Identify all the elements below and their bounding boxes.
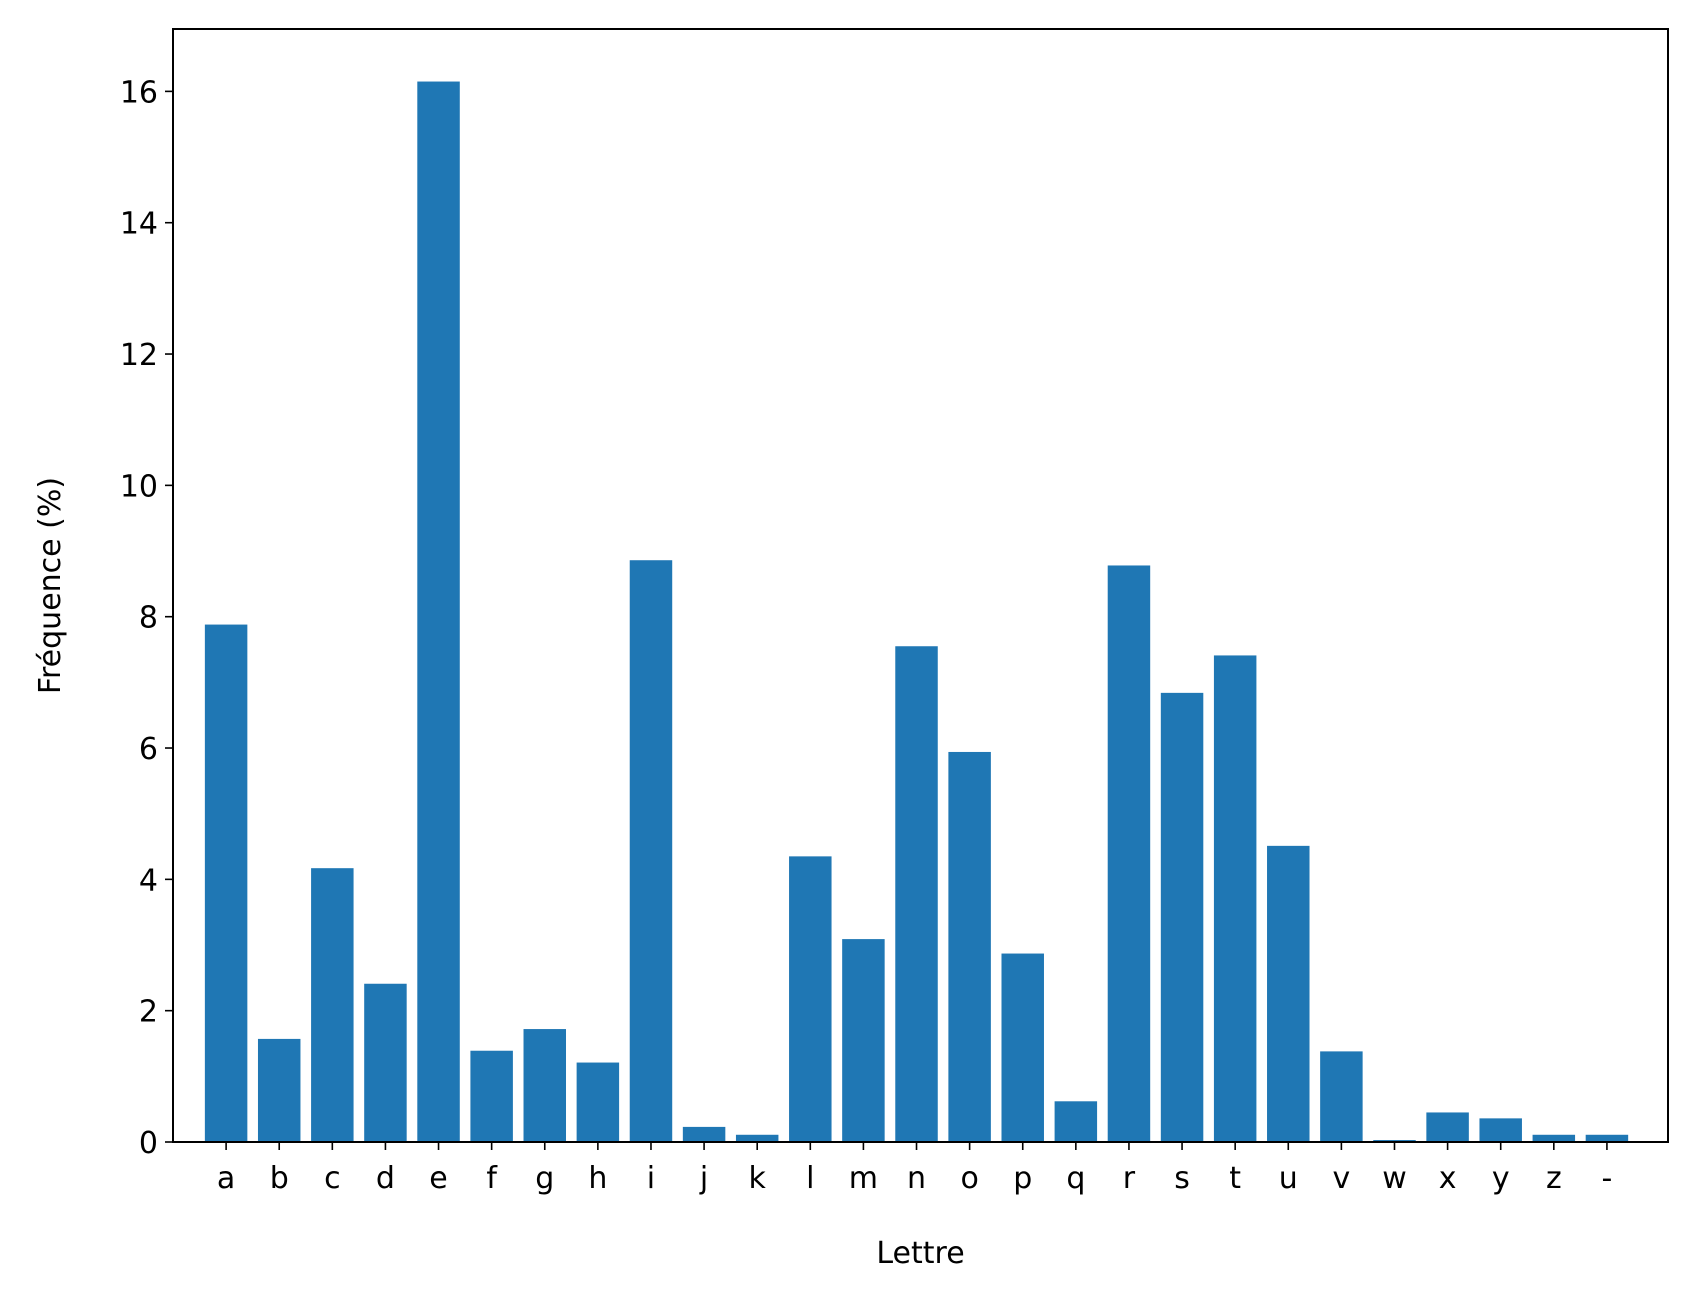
bar-p [1001, 953, 1044, 1142]
bar-c [311, 868, 354, 1142]
x-tick-label: p [1013, 1161, 1032, 1196]
bar-i [629, 560, 673, 1142]
x-tick-label: e [429, 1161, 447, 1196]
y-tick-label: 8 [139, 601, 158, 636]
bar-z [1532, 1134, 1576, 1142]
x-tick-label: j [699, 1161, 708, 1196]
bar-r [1107, 565, 1151, 1142]
bar-k [735, 1134, 779, 1142]
bar-t [1213, 655, 1257, 1142]
x-tick-label: w [1382, 1161, 1407, 1196]
y-tick-label: 0 [139, 1126, 158, 1161]
bar-u [1267, 845, 1310, 1142]
x-tick-label: g [535, 1161, 554, 1196]
bar-dash [1585, 1134, 1629, 1142]
bar-v [1320, 1051, 1363, 1142]
y-tick-label: 4 [139, 863, 158, 898]
bar-a [204, 624, 248, 1142]
x-tick-label: n [907, 1161, 926, 1196]
x-tick-label: f [486, 1161, 498, 1196]
y-tick-label: 12 [120, 338, 158, 373]
x-tick-label: k [749, 1161, 767, 1196]
y-tick-label: 16 [120, 75, 158, 110]
x-tick-label: z [1546, 1161, 1562, 1196]
x-tick-label: a [217, 1161, 235, 1196]
x-tick-label: m [849, 1161, 878, 1196]
x-tick-label: o [960, 1161, 978, 1196]
x-tick-label: x [1439, 1161, 1457, 1196]
bar-j [682, 1126, 726, 1142]
y-tick-label: 14 [120, 207, 158, 242]
bars-group [204, 81, 1629, 1142]
y-tick-label: 2 [139, 995, 158, 1030]
x-tick-label: i [647, 1161, 655, 1196]
y-tick-label: 10 [120, 469, 158, 504]
bar-s [1160, 692, 1204, 1142]
plot-frame [172, 28, 1669, 1143]
x-tick-label: u [1279, 1161, 1298, 1196]
bar-m [842, 939, 885, 1142]
x-tick-label: d [376, 1161, 395, 1196]
x-tick-label: t [1229, 1161, 1241, 1196]
bar-y [1479, 1118, 1522, 1142]
x-tick-label: v [1333, 1161, 1351, 1196]
x-tick-label: s [1174, 1161, 1190, 1196]
bar-n [895, 646, 938, 1142]
bar-d [364, 983, 407, 1142]
bar-o [948, 751, 991, 1142]
x-tick-label: b [270, 1161, 289, 1196]
bar-l [789, 856, 832, 1142]
x-tick-label: y [1492, 1161, 1510, 1196]
x-tick-label: h [588, 1161, 607, 1196]
bar-h [576, 1062, 620, 1142]
x-tick-label: l [806, 1161, 814, 1196]
bar-b [257, 1038, 301, 1142]
bar-g [523, 1029, 567, 1142]
y-axis-label: Fréquence (%) [33, 477, 68, 694]
bar-q [1054, 1101, 1098, 1142]
x-tick-label: c [324, 1161, 341, 1196]
bar-f [470, 1050, 513, 1142]
y-tick-label: 6 [139, 732, 158, 767]
x-axis-label: Lettre [876, 1236, 964, 1271]
x-tick-label: r [1123, 1161, 1136, 1196]
bar-x [1426, 1112, 1469, 1142]
x-tick-label: - [1602, 1161, 1613, 1196]
bar-e [417, 81, 460, 1142]
x-tick-label: q [1066, 1161, 1085, 1196]
y-axis-ticks: 0 2 4 6 8 10 12 14 16 [120, 75, 173, 1161]
